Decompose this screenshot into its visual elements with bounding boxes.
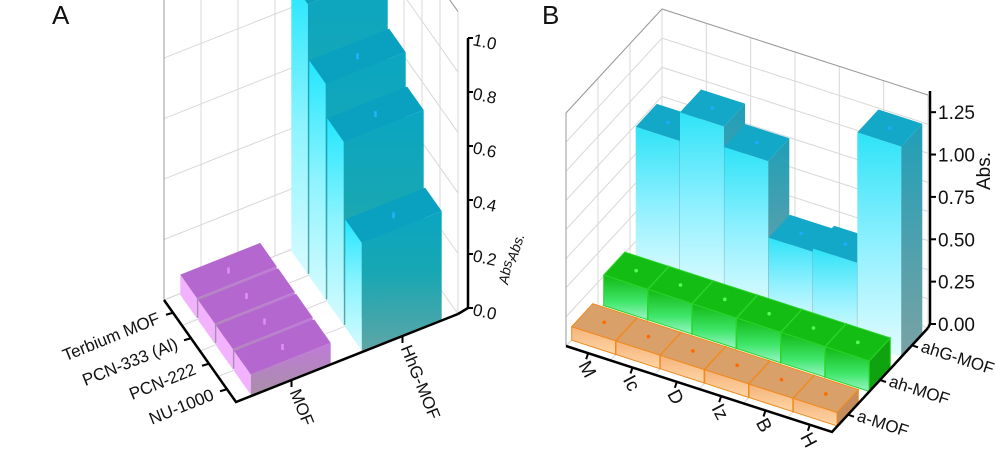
panel-a-axes [162,37,473,404]
z-tick-label: 0.2 [471,246,498,269]
error-bar [779,377,784,382]
error-bar [602,320,606,325]
panel-label-a: A [52,0,70,30]
bar-front-face [361,211,442,351]
x-tick-mark [629,367,634,374]
z-axis-title: Abs. [495,255,516,286]
row-tick-mark [201,362,210,367]
bar-front-face [680,112,724,300]
gridline [565,37,663,143]
bar-side-face [345,219,362,351]
x-category-label: Iz [707,401,732,424]
x-category-label: M [574,358,600,382]
row-tick-mark [165,311,174,316]
panel-b-axes [565,91,936,434]
bar [234,319,331,395]
error-bar [755,140,759,145]
x-category-label: HhG-MOF [397,342,444,422]
x-tick-mark [673,381,678,389]
gridline [163,0,312,59]
row-tick-mark [847,413,855,418]
bar-front-face [724,147,769,314]
bar-front-face [250,342,331,395]
gridline [565,66,663,172]
gridline [661,37,929,125]
z-tick-label: 0.75 [938,188,975,209]
z-tick-label: 0.4 [471,192,498,215]
x-tick-mark [585,352,590,360]
panel-a-bars [180,0,442,395]
frame-edge [565,8,929,346]
x-category-label: H [795,429,820,451]
row-tick-mark [219,388,228,393]
bar-front-face [635,126,680,285]
z-axis-foot [926,323,932,329]
z-tick-label: 0.0 [471,300,498,323]
row-tick-mark [911,344,919,349]
z-axis-foot [457,306,469,316]
error-bar [735,363,739,368]
z-tick-label: 0.00 [938,315,975,336]
panel-b-bars [570,89,923,428]
error-bar [666,120,670,125]
z-axis-title: Abs. [974,152,995,190]
row-category-label: ah-MOF [887,372,952,409]
z-axis-title-left: Abs. [503,231,527,264]
error-bar [723,297,727,302]
bar-side-face [309,60,326,300]
row-category-label: ahG-MOF [919,337,996,378]
bar-top-face [304,0,319,5]
bar-side-face [198,300,215,344]
bar [824,323,892,393]
z-tick-label: 1.25 [938,103,975,124]
z-tick-label: 0.50 [938,230,975,251]
row-category-label: a-MOF [855,406,911,440]
x-category-label: Ic [618,372,643,395]
frame-edge [163,0,459,300]
error-bar [710,106,715,110]
row-tick-mark [879,379,887,383]
z-tick-label: 1.0 [471,30,498,53]
bar-side-face [234,351,251,395]
floor-axes [565,327,929,434]
bar-side-face [291,0,308,275]
bar-front-face [857,132,902,357]
error-bar [856,340,860,345]
floor-axes [162,299,459,404]
x-tick-mark [718,395,723,403]
panel-b: B 0.00 0.25 0.50 0.75 1.00 1.25 Abs. Abs. M Ic D Iz… [503,0,996,451]
z-tick-label: 1.00 [938,146,975,167]
error-bar [646,334,651,339]
x-category-label: B [751,415,775,436]
x-category-label: MOF [286,386,318,428]
bar [857,109,923,357]
error-bar [691,349,695,353]
error-bar [888,126,892,130]
bar [792,374,860,428]
bar [345,187,442,351]
panel-label-b: B [542,0,559,30]
z-tick-label: 0.25 [938,273,975,294]
error-bar [799,231,803,236]
gridline [565,96,663,201]
bar-side-face [180,274,197,319]
z-tick-label: 0.6 [471,138,498,161]
error-bar [824,392,828,396]
x-tick-mark [806,424,811,432]
x-category-label: D [662,386,687,408]
row-tick-mark [183,337,192,342]
error-bar [767,311,771,316]
bar-side-face [216,325,233,370]
z-tick-label: 0.8 [471,84,498,107]
bar-side-face [901,123,923,357]
x-tick-mark [762,410,767,417]
error-bar [843,242,848,246]
bar-side-face [327,118,344,326]
error-bar [634,268,638,273]
error-bar [678,283,683,287]
error-bar [811,326,816,330]
